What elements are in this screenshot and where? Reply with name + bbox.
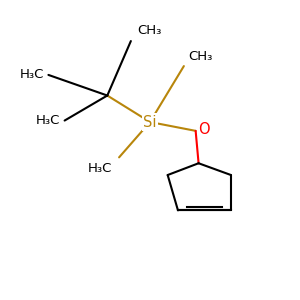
Text: H₃C: H₃C — [87, 162, 112, 175]
Text: Si: Si — [143, 115, 157, 130]
Text: CH₃: CH₃ — [188, 50, 213, 63]
Text: H₃C: H₃C — [36, 114, 60, 127]
Text: H₃C: H₃C — [20, 68, 44, 81]
Text: O: O — [199, 122, 210, 137]
Text: CH₃: CH₃ — [137, 24, 161, 37]
